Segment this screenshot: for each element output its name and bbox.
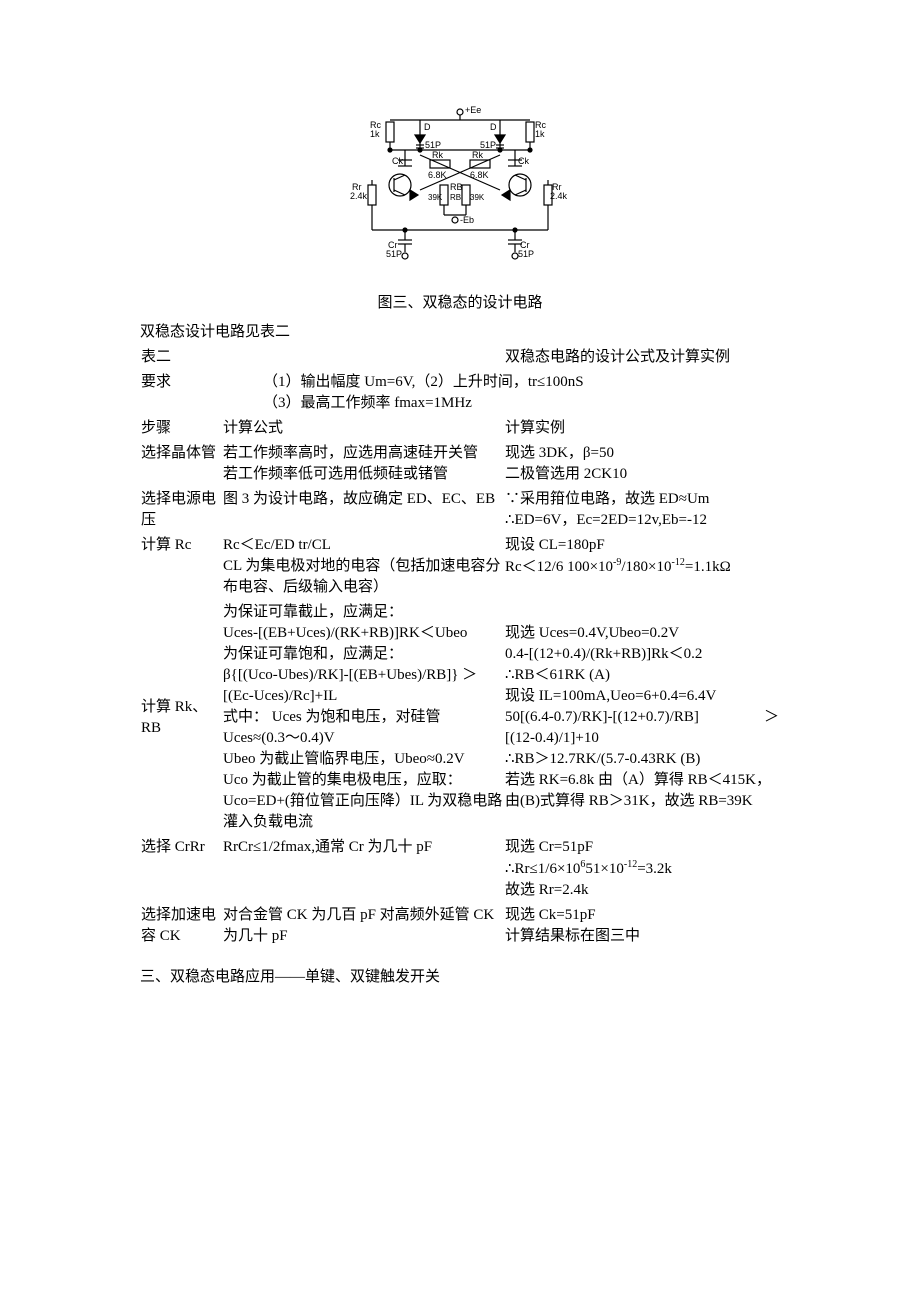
r5-c3c: 故选 Rr=2.4k: [505, 880, 779, 901]
label-ck-r: Ck: [518, 156, 529, 166]
r1-c2a: 若工作频率高时，应选用高速硅开关管: [223, 445, 478, 461]
table-title-left: 表二: [140, 345, 222, 370]
label-cr-l-val: 51P: [386, 249, 402, 259]
r3-c1: 计算 Rc: [140, 533, 222, 600]
r4-c2-7: Uco 为截止管的集电极电压，应取：Uco=ED+(箝位管正向压降）IL 为双稳…: [223, 770, 503, 833]
r4-c3-5a: 50[(6.4-0.7)/RK]-[(12+0.7)/RB]: [505, 709, 699, 725]
label-rc-r-val: 1k: [535, 129, 545, 139]
r2-c3b: ∴ED=6V，Ec=2ED=12v,Eb=-12: [505, 512, 707, 528]
r6-c3a: 现选 Ck=51pF: [505, 905, 779, 926]
label-rb-mid: RB: [450, 193, 461, 202]
label-51p-l: 51P: [425, 140, 441, 150]
label-rk-r: Rk: [472, 150, 483, 160]
circuit-caption: 图三、双稳态的设计电路: [140, 293, 780, 314]
step-header-c3: 计算实例: [504, 416, 780, 441]
req-line-2: （3）最高工作频率 fmax=1MHz: [263, 393, 779, 414]
step-header-c1: 步骤: [140, 416, 222, 441]
r2-c1: 选择电源电压: [140, 487, 222, 533]
r5-c3a: 现选 Cr=51pF: [505, 837, 779, 858]
label-rb-l-val: 39K: [428, 193, 443, 202]
r4-c3-6: ∴RB＞12.7RK/(5.7-0.43RK (B): [505, 749, 779, 770]
label-cr-r-val: 51P: [518, 249, 534, 259]
intro-line: 双稳态设计电路见表二: [140, 322, 780, 343]
design-table: 表二 双稳态电路的设计公式及计算实例 要求 （1）输出幅度 Um=6V,（2）上…: [140, 345, 780, 949]
r6-c3b: 计算结果标在图三中: [505, 926, 779, 947]
label-d-l: D: [424, 122, 431, 132]
r4-c3-1: 现选 Uces=0.4V,Ubeo=0.2V: [505, 623, 779, 644]
r3-c3b-post: =1.1kΩ: [685, 559, 731, 575]
label-rc-l-val: 1k: [370, 129, 380, 139]
r4-c3-2: 0.4-[(12+0.4)/(Rk+RB)]Rk＜0.2: [505, 644, 779, 665]
label-d-r: D: [490, 122, 497, 132]
r5-c3b-mid: 51×10: [585, 861, 623, 877]
label-rb: RB: [450, 182, 463, 192]
r1-c3a: 现选 3DK，β=50: [505, 445, 614, 461]
label-rr-l-val: 2.4k: [350, 191, 368, 201]
r2-c2: 图 3 为设计电路，故应确定 ED、EC、EB: [222, 487, 504, 533]
r4-c3-7: 若选 RK=6.8k 由（A）算得 RB＜415K，由(B)式算得 RB＞31K…: [505, 770, 779, 812]
r1-c1: 选择晶体管: [140, 441, 222, 487]
r5-c3b-post: =3.2k: [637, 861, 672, 877]
r3-c3a: 现设 CL=180pF: [505, 537, 605, 553]
circuit-diagram: +Ee Rc 1k Rc 1k D D 51P 51P Ck Ck Rk Rk …: [140, 100, 780, 287]
r4-c2-3: 为保证可靠饱和，应满足：: [223, 644, 503, 665]
r4-c2-2: Uces-[(EB+Uces)/(RK+RB)]RK＜Ubeo: [223, 623, 503, 644]
r2-c3a: ∵采用箝位电路，故选 ED≈Um: [505, 491, 709, 507]
r4-c2-1: 为保证可靠截止，应满足：: [223, 602, 503, 623]
step-header-c2: 计算公式: [222, 416, 504, 441]
r6-c2: 对合金管 CK 为几百 pF 对高频外延管 CK 为几十 pF: [222, 903, 504, 949]
r3-c2b: CL 为集电极对地的电容（包括加速电容分布电容、后级输入电容）: [223, 558, 500, 595]
r5-c2: RrCr≤1/2fmax,通常 Cr 为几十 pF: [222, 835, 504, 903]
r4-c1: 计算 Rk、RB: [140, 600, 222, 835]
label-rr-r-val: 2.4k: [550, 191, 568, 201]
label-rk-r-val: 6.8K: [470, 170, 489, 180]
r4-c2-6: Ubeo 为截止管临界电压，Ubeo≈0.2V: [223, 749, 503, 770]
label-eb: -Eb: [460, 215, 474, 225]
r4-c3-3: ∴RB＜61RK (A): [505, 665, 779, 686]
label-rb-r-val: 39K: [470, 193, 485, 202]
r3-c2a: Rc＜Ec/ED tr/CL: [223, 537, 331, 553]
r5-c3b-sup2: -12: [624, 859, 637, 870]
r3-c3b-mid: /180×10: [621, 559, 671, 575]
r5-c1: 选择 CrRr: [140, 835, 222, 903]
table-title-right: 双稳态电路的设计公式及计算实例: [504, 345, 780, 370]
r4-c2-4: β{[(Uco-Ubes)/RK]-[(EB+Ubes)/RB]} ＞[(Ec-…: [223, 665, 503, 707]
r4-c3-5c: [(12-0.4)/1]+10: [505, 728, 779, 749]
circuit-svg: +Ee Rc 1k Rc 1k D D 51P 51P Ck Ck Rk Rk …: [350, 100, 570, 280]
req-line-1: （1）输出幅度 Um=6V,（2）上升时间，tr≤100nS: [263, 372, 779, 393]
r4-c2-5: 式中： Uces 为饱和电压，对硅管 Uces≈(0.3～0.4)V: [223, 707, 503, 749]
r3-c3b-pre: Rc＜12/6 100×10: [505, 559, 613, 575]
label-ee: +Ee: [465, 105, 481, 115]
req-label: 要求: [140, 370, 222, 416]
r4-c3-5b: ＞: [764, 707, 779, 728]
r4-c3-4: 现设 IL=100mA,Ueo=6+0.4=6.4V: [505, 686, 779, 707]
r5-c3b-pre: ∴Rr≤1/6×10: [505, 861, 580, 877]
label-ck-l: Ck: [392, 156, 403, 166]
r1-c2b: 若工作频率低可选用低频硅或锗管: [223, 466, 448, 482]
r6-c1: 选择加速电容 CK: [140, 903, 222, 949]
r1-c3b: 二极管选用 2CK10: [505, 466, 627, 482]
r3-c3b-sup2: -12: [672, 557, 685, 568]
label-rk-l: Rk: [432, 150, 443, 160]
label-51p-r: 51P: [480, 140, 496, 150]
label-rk-l-val: 6.8K: [428, 170, 447, 180]
section-3-title: 三、双稳态电路应用——单键、双键触发开关: [140, 967, 780, 988]
